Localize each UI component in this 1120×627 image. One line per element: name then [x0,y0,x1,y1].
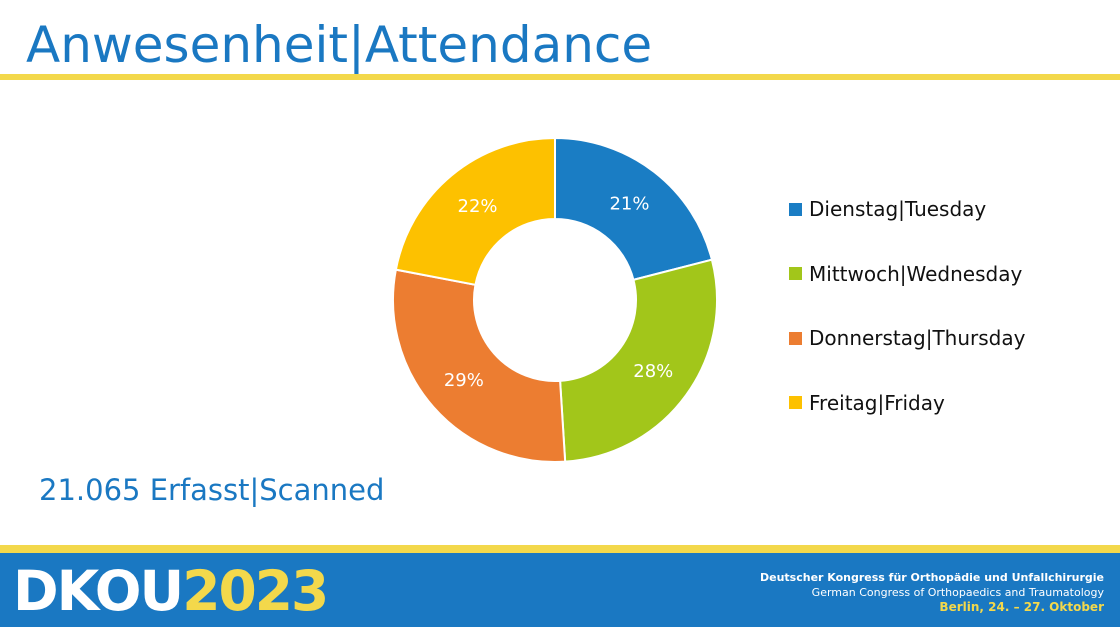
legend-swatch [789,396,802,409]
donut-chart: 21% 28% 29% 22% [392,136,718,463]
congress-name-de: Deutscher Kongress für Orthopädie und Un… [759,571,1104,584]
legend-label: Donnerstag|Thursday [809,326,1026,350]
logo-year: 2023 [182,559,329,623]
chart-legend: Dienstag|Tuesday Mittwoch|Wednesday Donner… [789,193,1025,451]
donut-slice-2 [559,258,718,463]
slice-label-3: 29% [444,370,484,391]
donut-slice-4 [394,136,556,286]
congress-date: Berlin, 24. – 27. Oktober [939,600,1104,614]
legend-label: Freitag|Friday [809,390,945,415]
footer-divider [0,545,1120,553]
title-divider [0,74,1120,80]
congress-info: Deutscher Kongress für Orthopädie und Un… [760,570,1104,615]
logo-text: DKOU [13,559,184,623]
page-title: Anwesenheit|Attendance [26,16,653,74]
legend-label: Mittwoch|Wednesday [809,261,1023,286]
footer-banner: DKOU2023 Deutscher Kongress für Orthopäd… [0,553,1120,627]
slice-label-1: 21% [609,193,649,214]
dkou-logo: DKOU2023 [13,559,329,623]
legend-swatch [789,202,802,216]
donut-slice-1 [554,136,714,282]
legend-item-3: Donnerstag|Thursday [789,322,1025,354]
donut-slice-3 [392,268,567,463]
slice-label-4: 22% [458,196,498,217]
legend-swatch [789,331,802,345]
congress-name-en: German Congress of Orthopaedics and Trau… [811,586,1104,599]
legend-item-2: Mittwoch|Wednesday [789,258,1025,290]
legend-item-1: Dienstag|Tuesday [789,193,1025,225]
legend-label: Dienstag|Tuesday [809,197,987,221]
legend-item-4: Freitag|Friday [789,387,1025,419]
legend-swatch [789,267,802,280]
scanned-count: 21.065 Erfasst|Scanned [39,473,385,507]
slice-label-2: 28% [633,361,673,382]
